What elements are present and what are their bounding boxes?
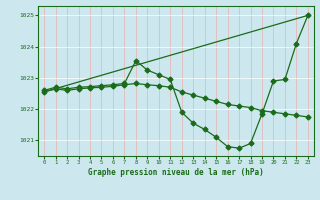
- X-axis label: Graphe pression niveau de la mer (hPa): Graphe pression niveau de la mer (hPa): [88, 168, 264, 177]
